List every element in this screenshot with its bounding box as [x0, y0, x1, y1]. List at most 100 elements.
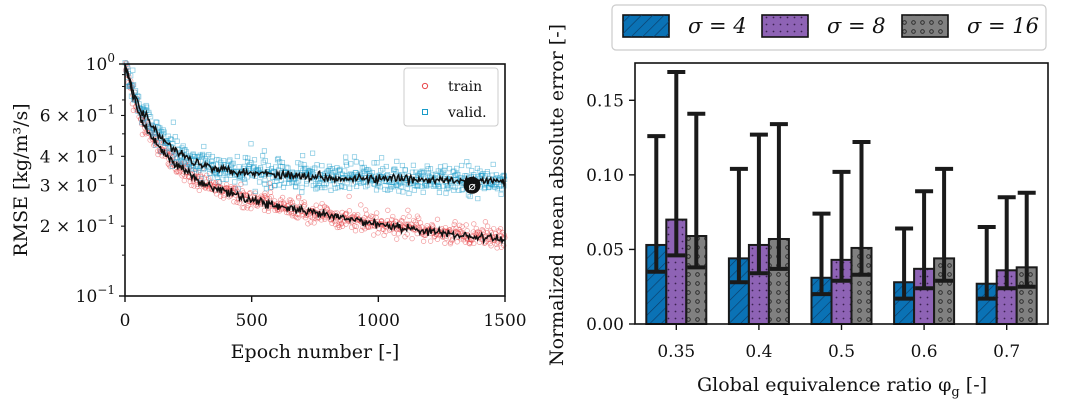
right-y-tick-label: 0.05 [586, 240, 624, 260]
valid-point [443, 190, 449, 196]
right-y-ticks: 0.00 0.05 0.10 0.15 [586, 91, 635, 335]
valid-point [475, 196, 481, 202]
valid-point [474, 165, 480, 171]
legend-sigma8-hatch [762, 15, 808, 37]
train-point [232, 185, 238, 192]
valid-point [242, 180, 248, 186]
train-point [395, 231, 401, 237]
train-point [221, 192, 227, 199]
right-y-tick-label: 0.00 [586, 315, 624, 335]
right-x-tick-label: 0.35 [657, 342, 695, 362]
valid-point [419, 170, 425, 176]
selected-epoch-marker: ⌀ [463, 176, 481, 194]
train-point [246, 191, 253, 197]
train-point [454, 239, 460, 245]
left-y-tick-mantissa: 3 × 10 [40, 176, 98, 196]
legend-train-label: train [448, 79, 482, 95]
left-y-tick-label: 100 [86, 51, 115, 75]
valid-point [248, 141, 254, 147]
valid-point [451, 187, 457, 193]
valid-point [420, 189, 426, 195]
left-y-tick-exponent: 0 [107, 51, 115, 65]
valid-point [248, 160, 254, 166]
legend-sigma8-label: σ = 8 [827, 14, 886, 38]
valid-point [358, 160, 365, 166]
valid-point [394, 158, 400, 164]
train-point [359, 227, 365, 234]
train-point [342, 211, 349, 217]
train-point [287, 200, 294, 206]
valid-point [341, 184, 347, 190]
train-point [410, 217, 417, 224]
valid-point [234, 153, 240, 160]
valid-point [166, 150, 172, 156]
valid-point [236, 164, 242, 170]
train-point [488, 243, 494, 249]
train-point [213, 191, 220, 197]
valid-point [209, 158, 215, 165]
valid-point [433, 171, 439, 177]
left-legend: train valid. [403, 67, 499, 127]
train-point [406, 213, 412, 219]
valid-point [262, 181, 268, 187]
valid-point [399, 162, 405, 169]
train-point [394, 236, 400, 242]
train-point [429, 221, 435, 228]
right-y-tick-label: 0.15 [586, 91, 624, 111]
left-y-tick-mantissa: 10 [76, 287, 98, 307]
left-x-tick-label: 1000 [357, 311, 400, 331]
train-point [476, 239, 483, 245]
train-point [266, 180, 273, 187]
train-point [239, 204, 245, 211]
left-trend-lines [124, 63, 506, 245]
valid-point [262, 158, 268, 164]
valid-point [261, 148, 267, 154]
right-x-ticks: 0.35 0.4 0.5 0.6 0.7 [657, 324, 1020, 362]
train-point [482, 240, 488, 246]
legend-sigma4-hatch [623, 15, 669, 37]
valid-point [200, 167, 206, 173]
valid-point [427, 166, 434, 172]
train-point [289, 199, 296, 205]
train-point [177, 168, 183, 174]
valid-point [383, 163, 389, 170]
valid-point [374, 160, 380, 166]
left-x-tick-label: 0 [120, 311, 131, 331]
train-point [332, 221, 339, 228]
train-point [179, 173, 185, 179]
valid-point [456, 187, 462, 193]
valid-point [323, 181, 329, 187]
train-point [244, 205, 251, 211]
train-point [220, 195, 227, 201]
valid-point [498, 182, 504, 188]
valid-point [153, 119, 159, 125]
valid-point [199, 154, 205, 160]
train-point [452, 219, 458, 225]
valid-point [424, 182, 430, 188]
valid-point [459, 162, 465, 169]
valid-point [351, 154, 358, 160]
valid-point [423, 181, 429, 187]
valid-point [454, 171, 460, 177]
train-point [492, 231, 499, 237]
valid-point [130, 67, 136, 73]
valid-point [402, 167, 408, 173]
train-point [313, 202, 319, 208]
left-x-tick-label: 1500 [483, 311, 526, 331]
train-point [196, 187, 202, 194]
train-point [206, 175, 212, 182]
train-point [302, 202, 308, 208]
valid-point [484, 169, 490, 175]
valid-point [477, 168, 483, 174]
train-point [296, 193, 302, 200]
valid-point [232, 179, 238, 185]
train-point [399, 218, 405, 224]
left-plot-frame [124, 63, 506, 297]
train-point [295, 215, 301, 221]
valid-point [295, 160, 301, 166]
valid-point [170, 119, 176, 125]
train-point [453, 225, 459, 231]
train-point [409, 235, 415, 242]
valid-point [348, 161, 354, 167]
train-point [463, 222, 469, 228]
